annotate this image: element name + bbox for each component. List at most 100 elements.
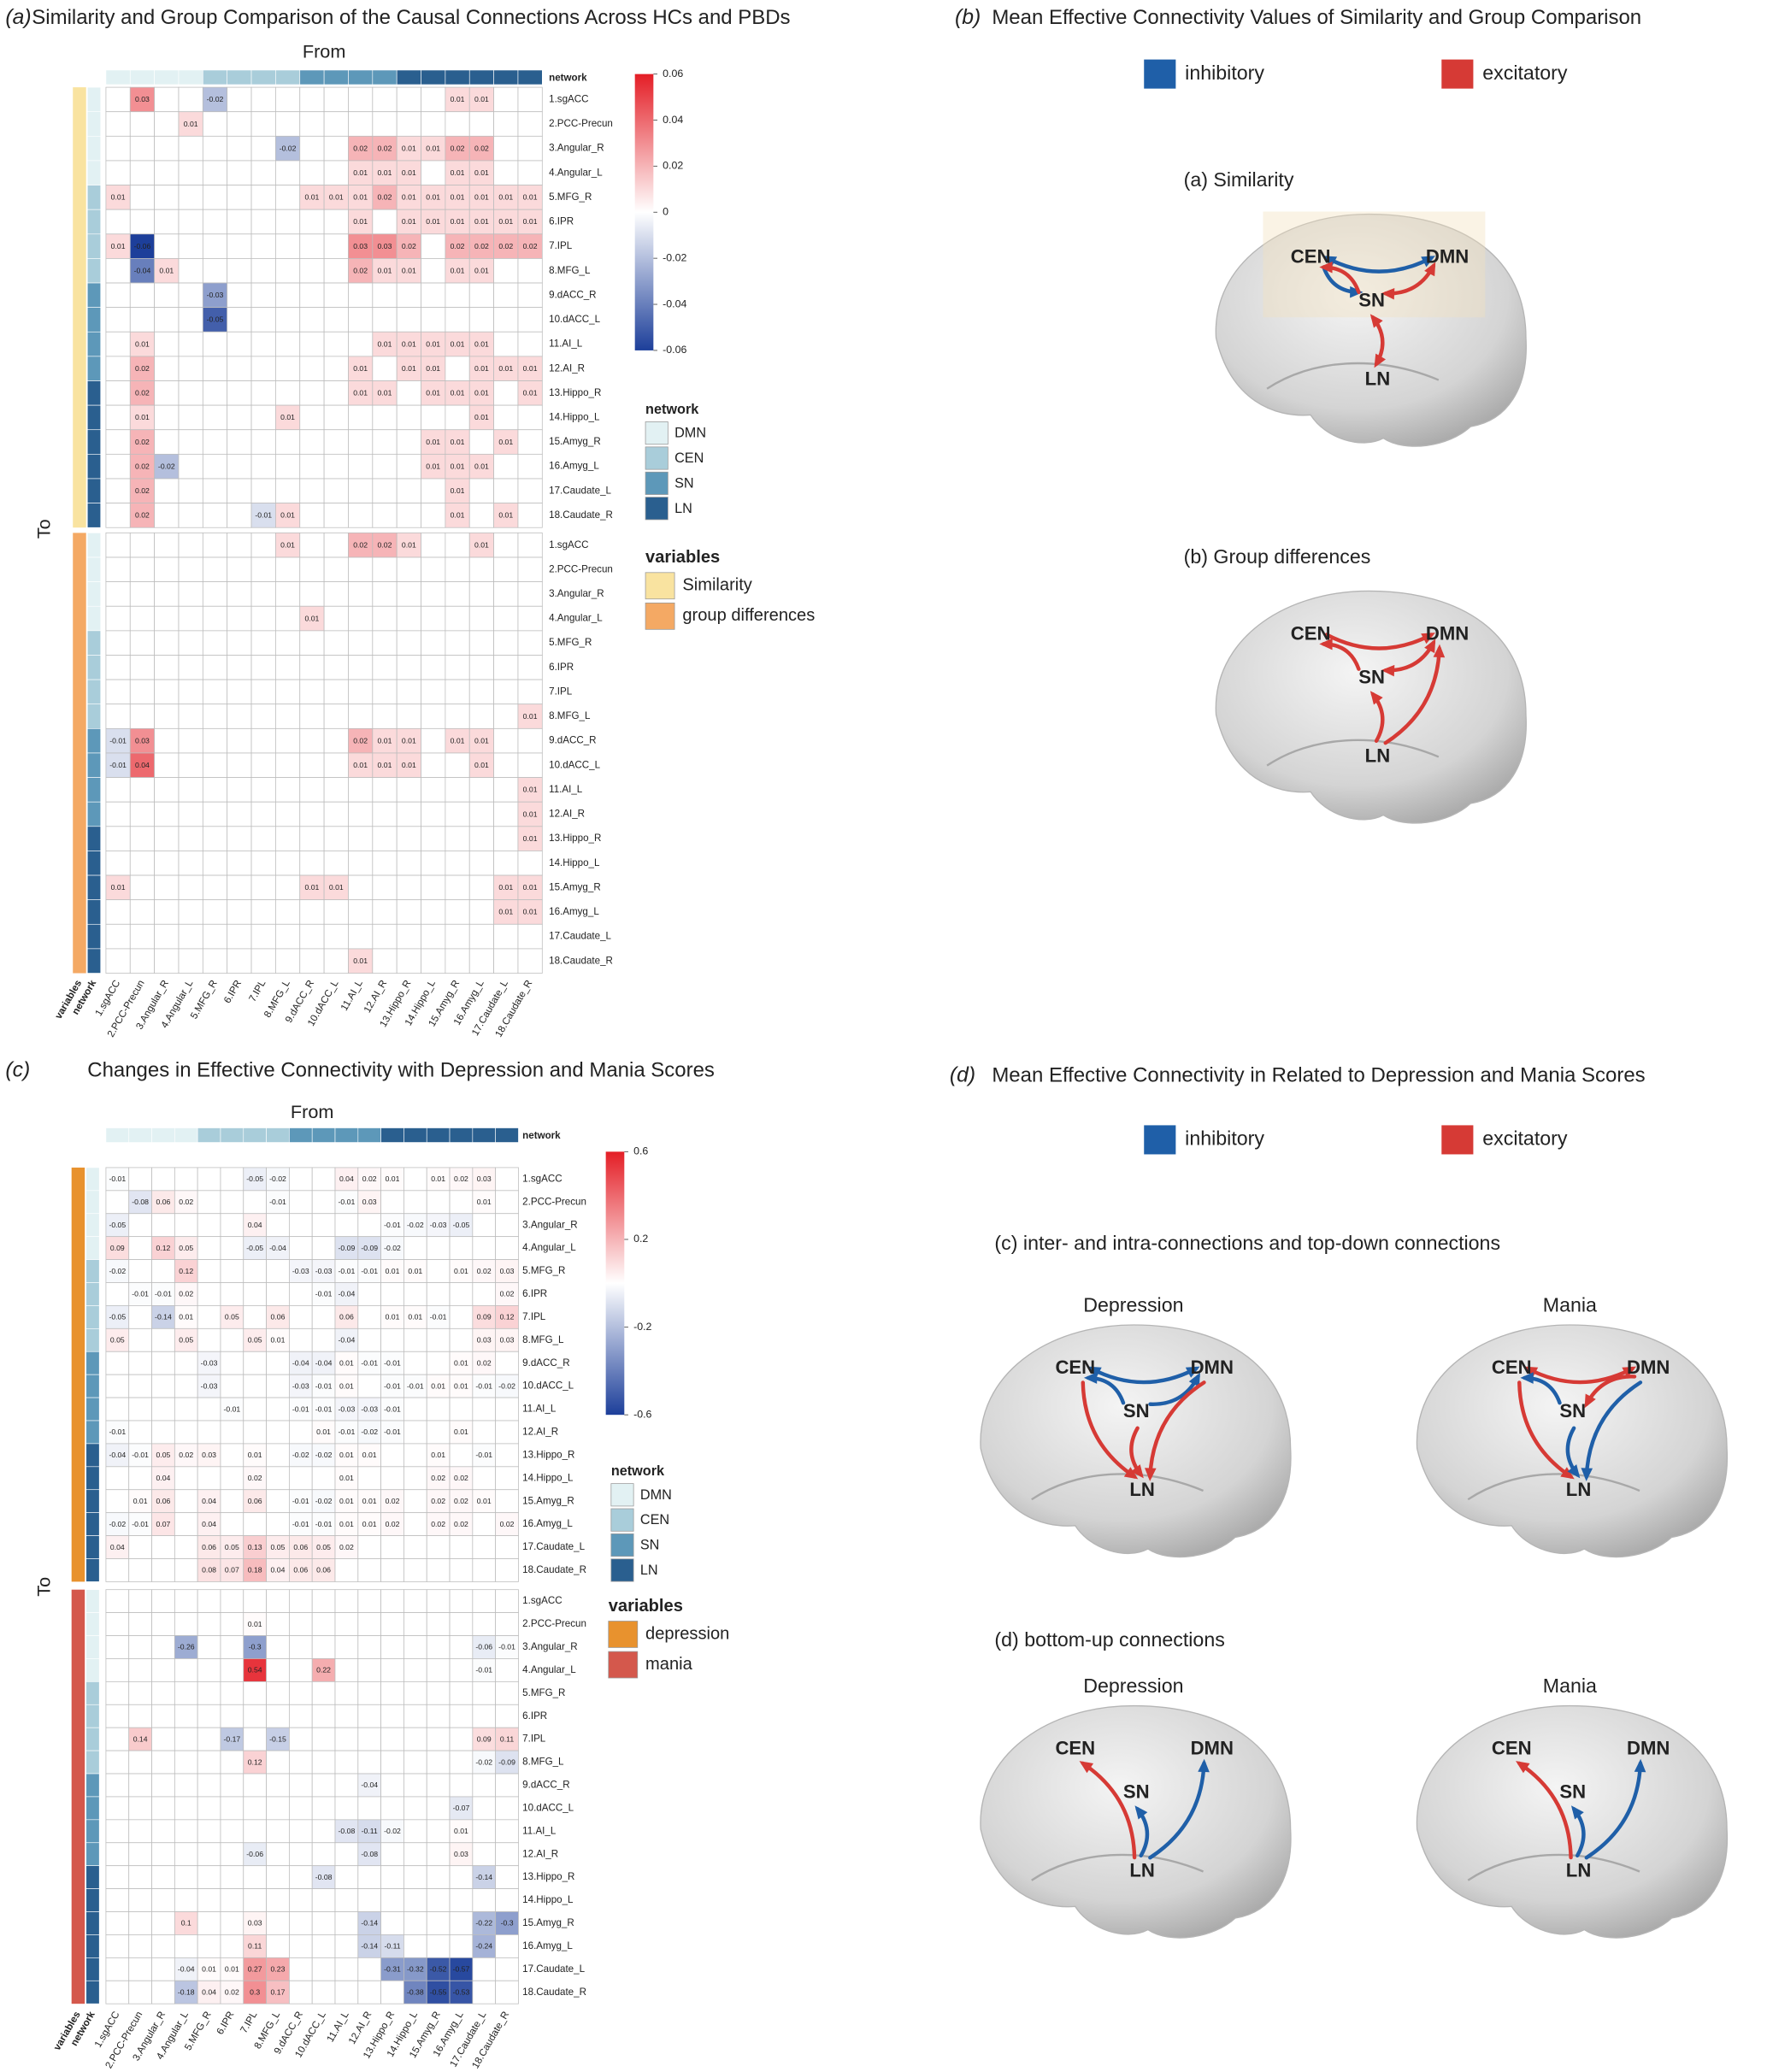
cell-label: 0.01 (378, 339, 392, 348)
empty-cell (468, 605, 494, 632)
empty-cell (202, 581, 228, 607)
empty-cell (449, 1327, 474, 1352)
cell (129, 380, 156, 406)
empty-cell (449, 1911, 474, 1935)
cell-label: -0.22 (475, 1919, 492, 1928)
empty-cell (288, 1635, 313, 1659)
empty-cell (472, 1819, 497, 1844)
empty-cell (178, 826, 203, 851)
empty-cell (128, 1842, 152, 1867)
empty-cell (197, 1190, 221, 1215)
empty-cell (357, 1750, 382, 1775)
cell-label: 0.01 (426, 438, 440, 446)
empty-cell (495, 1489, 519, 1514)
empty-cell (151, 1327, 175, 1352)
empty-cell (372, 111, 398, 137)
empty-cell (517, 556, 543, 583)
empty-cell (250, 282, 276, 309)
empty-cell (220, 1489, 244, 1514)
empty-cell (299, 533, 325, 558)
empty-cell (154, 826, 180, 851)
empty-cell (517, 453, 543, 480)
empty-cell (323, 556, 349, 583)
empty-cell (243, 1727, 267, 1751)
cell-label: 0.04 (156, 1474, 171, 1482)
cell (421, 185, 446, 210)
arrow-head (1421, 633, 1435, 645)
cell-label: 0.03 (135, 736, 150, 745)
empty-cell (468, 478, 494, 503)
cell-label: 0.01 (339, 1358, 354, 1367)
cell (421, 429, 446, 455)
empty-cell (154, 185, 180, 210)
cell-label: 0.02 (135, 389, 150, 397)
y-axis-label: To (32, 1577, 54, 1597)
cell-label: -0.09 (339, 1244, 356, 1252)
cell-label: 0.02 (451, 242, 465, 250)
empty-cell (178, 404, 203, 431)
empty-cell (426, 1589, 451, 1613)
empty-cell (250, 851, 276, 876)
empty-cell (266, 1489, 290, 1514)
empty-cell (472, 1466, 497, 1491)
row-network-bar (85, 1980, 100, 2004)
cell-label: -0.03 (315, 1267, 333, 1275)
empty-cell (202, 703, 228, 729)
empty-cell (129, 655, 156, 680)
cell (357, 1259, 382, 1283)
empty-cell (517, 630, 543, 656)
empty-cell (396, 404, 421, 431)
cell (495, 1911, 519, 1935)
empty-cell (372, 86, 398, 113)
empty-cell (128, 1397, 152, 1422)
column-network-bar (348, 69, 374, 85)
empty-cell (220, 1635, 244, 1659)
legend-label: inhibitory (1185, 62, 1264, 84)
empty-cell (202, 429, 228, 455)
empty-cell (380, 1681, 404, 1705)
cell-label: -0.05 (207, 315, 224, 324)
empty-cell (105, 307, 131, 333)
empty-cell (129, 185, 156, 210)
cell-label: -0.01 (132, 1290, 149, 1298)
cell-label: 0.22 (316, 1666, 331, 1675)
empty-cell (421, 533, 446, 558)
cell (403, 1980, 427, 2004)
empty-cell (323, 605, 349, 632)
column-network-bar (472, 1127, 496, 1143)
cell (334, 1420, 359, 1445)
empty-cell (105, 135, 131, 162)
cell (197, 1489, 221, 1514)
cell-label: -0.06 (475, 1643, 492, 1651)
empty-cell (323, 111, 349, 137)
row-label: 3.Angular_R (549, 588, 604, 599)
empty-cell (227, 478, 252, 503)
cell (357, 1167, 382, 1192)
cell (468, 727, 494, 754)
empty-cell (445, 752, 470, 778)
empty-cell (495, 1420, 519, 1445)
empty-cell (493, 331, 519, 357)
empty-cell (288, 1957, 313, 1981)
cell-label: 0.01 (431, 1174, 445, 1183)
cell (105, 1420, 130, 1445)
arrow-head (1520, 1372, 1534, 1384)
empty-cell (202, 874, 228, 901)
empty-cell (449, 1727, 474, 1751)
empty-cell (472, 1535, 497, 1559)
legend-label: CEN (640, 1512, 669, 1528)
empty-cell (178, 899, 203, 925)
node-label: LN (1365, 368, 1390, 389)
empty-cell (227, 948, 252, 974)
empty-cell (445, 404, 470, 431)
cell (323, 874, 349, 901)
arrow-head (1123, 1467, 1139, 1480)
empty-cell (243, 1190, 267, 1215)
cell (129, 727, 156, 754)
empty-cell (154, 923, 180, 950)
row-label: 15.Amyg_R (522, 1917, 574, 1928)
empty-cell (380, 1865, 404, 1889)
empty-cell (472, 1957, 497, 1981)
empty-cell (227, 429, 252, 455)
